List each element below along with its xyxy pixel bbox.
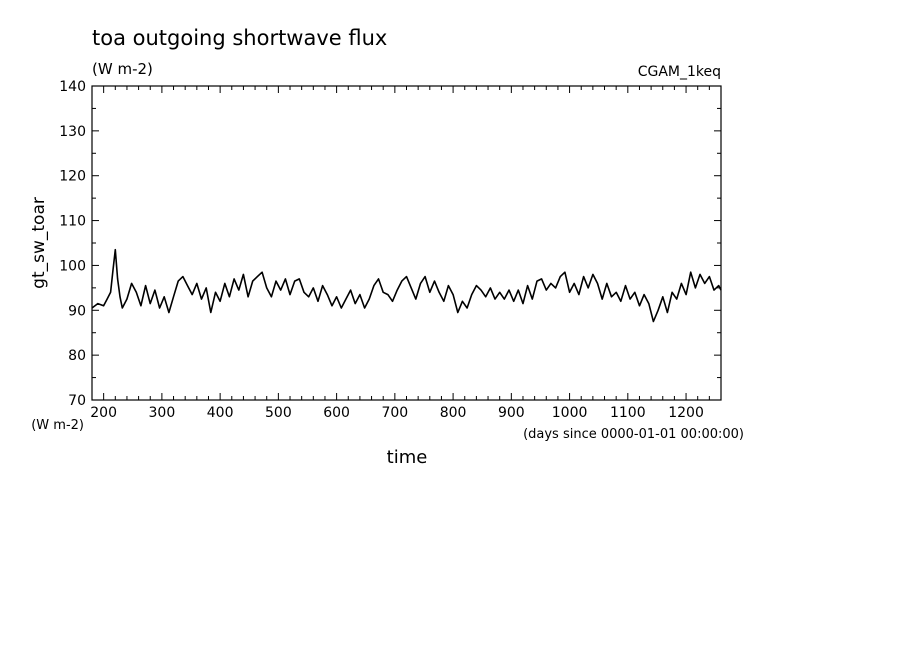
x-tick-label: 400	[207, 405, 234, 421]
y-tick-label: 70	[68, 393, 86, 409]
y-tick-label: 80	[68, 348, 86, 364]
x-tick-label: 900	[498, 405, 525, 421]
x-tick-label: 600	[323, 405, 350, 421]
y-tick-label: 110	[59, 214, 86, 230]
x-tick-label: 800	[440, 405, 467, 421]
y-axis-units: (W m-2)	[31, 418, 84, 433]
x-tick-labels: 200 300 400 500 600 700 800 900 1000 1100 1200	[90, 405, 704, 421]
chart-title: toa outgoing shortwave flux	[92, 26, 387, 50]
y-tick-label: 90	[68, 303, 86, 319]
axis-ticks	[91, 85, 722, 401]
x-axis-units: (days since 0000-01-01 00:00:00)	[523, 427, 744, 442]
y-tick-label: 120	[59, 169, 86, 185]
x-tick-label: 1100	[610, 405, 646, 421]
y-axis-label: gt_sw_toar	[29, 197, 49, 289]
chart-title-units: (W m-2)	[92, 60, 153, 78]
series-line	[91, 248, 722, 323]
x-tick-label: 200	[90, 405, 117, 421]
x-axis-label: time	[387, 447, 428, 468]
x-tick-label: 1000	[552, 405, 588, 421]
x-tick-label: 1200	[668, 405, 704, 421]
x-tick-label: 300	[149, 405, 176, 421]
y-tick-label: 100	[59, 258, 86, 274]
y-tick-labels: 70 80 90 100 110 120 130 140	[59, 79, 86, 409]
dataset-label: CGAM_1keq	[638, 64, 721, 80]
x-tick-label: 500	[265, 405, 292, 421]
x-tick-label: 700	[381, 405, 408, 421]
y-tick-label: 140	[59, 79, 86, 95]
y-tick-label: 130	[59, 124, 86, 140]
